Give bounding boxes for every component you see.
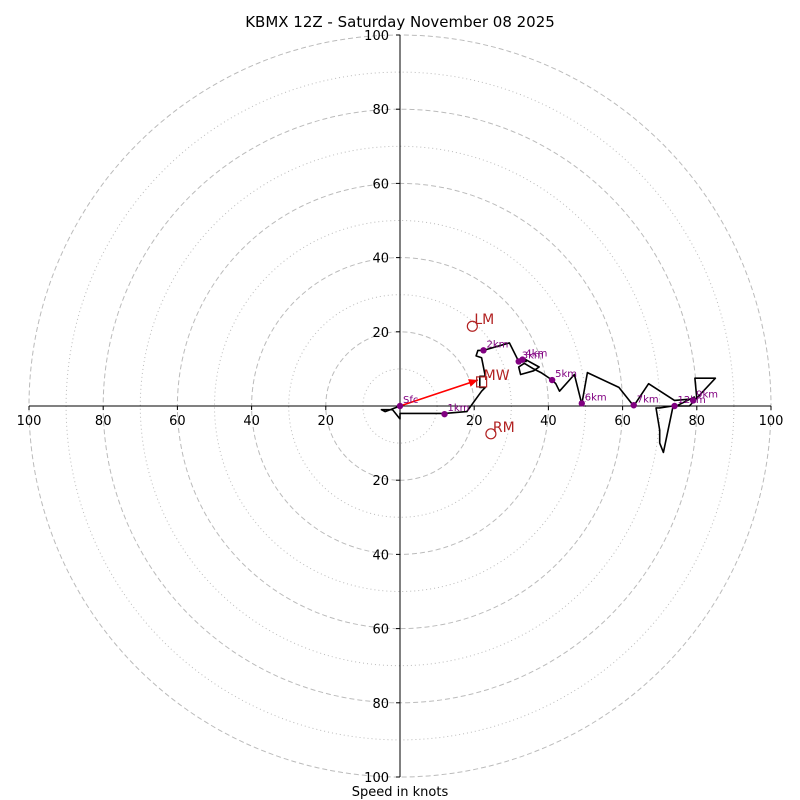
tick-label-up-80: 80 [372, 103, 389, 118]
storm-motion-markers: LM MW RM [466, 312, 515, 440]
storm-motion-marker-lm [466, 320, 478, 332]
tick-label-left-20: 20 [318, 414, 335, 429]
tick-label-left-40: 40 [243, 414, 260, 429]
height-label-6km: 6km [585, 392, 607, 403]
height-label-sfc: Sfc [403, 395, 418, 406]
storm-motion-label-lm: LM [474, 312, 494, 328]
height-label-9km: 9km [696, 389, 718, 400]
height-points: Sfc1km2km3km4km5km6km7km12km9km [396, 339, 718, 418]
height-point-1km [441, 410, 448, 418]
hodograph-trace [380, 342, 717, 454]
tick-labels: 20 20 20 20 40 40 40 40 60 60 60 60 80 80 80 80 100 100 10… [17, 29, 784, 786]
x-axis-label: Speed in knots [352, 785, 449, 800]
tick-label-right-20: 20 [466, 414, 483, 429]
height-label-2km: 2km [486, 339, 508, 350]
storm-motion-marker-rm [485, 428, 497, 440]
tick-label-up-60: 60 [372, 177, 389, 192]
tick-label-up-40: 40 [372, 252, 389, 267]
tick-label-left-100: 100 [17, 414, 42, 429]
storm-vector-line [399, 379, 479, 407]
height-label-4km: 4km [525, 349, 547, 360]
height-point-6km [578, 400, 585, 407]
height-point-9km [689, 397, 697, 404]
height-point-sfc [396, 402, 404, 410]
tick-label-right-100: 100 [759, 414, 784, 429]
storm-motion-vector [399, 379, 479, 407]
height-label-7km: 7km [637, 394, 659, 405]
tick-label-left-80: 80 [95, 414, 112, 429]
height-point-12km [671, 402, 678, 410]
tick-label-down-80: 80 [372, 697, 389, 712]
tick-label-down-100: 100 [364, 771, 389, 786]
tick-label-right-40: 40 [540, 414, 557, 429]
tick-label-down-40: 40 [372, 548, 389, 563]
height-label-5km: 5km [555, 369, 577, 380]
storm-motion-label-rm: RM [493, 420, 515, 436]
tick-label-right-60: 60 [614, 414, 631, 429]
height-label-1km: 1km [448, 403, 470, 414]
storm-motion-label-mw: MW [484, 368, 510, 384]
height-point-7km [630, 402, 637, 409]
storm-vector-arrowhead [468, 379, 478, 387]
tick-label-up-20: 20 [372, 326, 389, 341]
wind-trace-line [380, 342, 717, 454]
height-point-2km [480, 347, 487, 354]
height-point-5km [548, 376, 556, 384]
height-point-4km [519, 356, 526, 363]
tick-label-down-20: 20 [372, 474, 389, 489]
tick-label-left-60: 60 [169, 414, 186, 429]
height-label-3km: 3km [522, 350, 544, 361]
tick-label-up-100: 100 [364, 29, 389, 44]
chart-title: KBMX 12Z - Saturday November 08 2025 [245, 13, 555, 31]
tick-label-down-60: 60 [372, 623, 389, 638]
storm-motion-marker-mw [476, 376, 488, 388]
tick-label-right-80: 80 [689, 414, 706, 429]
